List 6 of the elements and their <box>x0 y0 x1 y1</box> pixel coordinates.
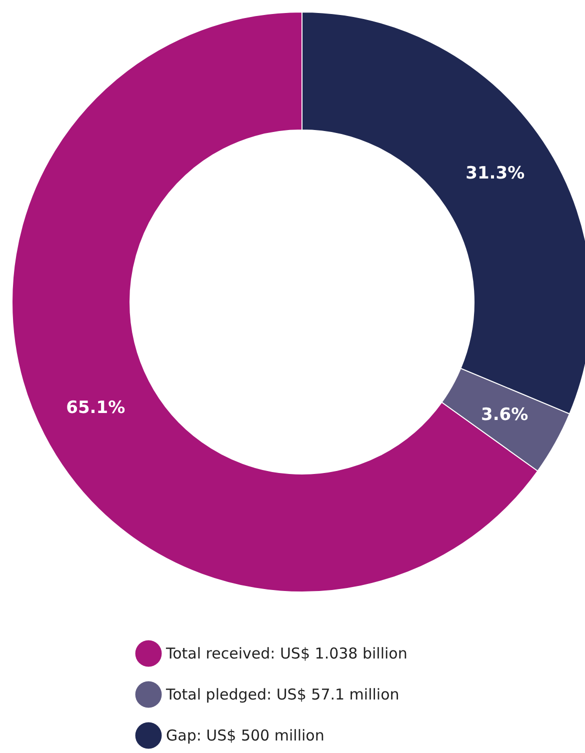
legend-label: Total pledged: US$ 57.1 million <box>165 686 400 704</box>
data-label: 65.1% <box>66 398 126 418</box>
legend-label: Gap: US$ 500 million <box>166 726 324 744</box>
data-label: 3.6% <box>481 405 528 426</box>
legend-label: Total received: US$ 1.038 billion <box>165 644 408 662</box>
data-label: 31.3% <box>466 163 525 184</box>
